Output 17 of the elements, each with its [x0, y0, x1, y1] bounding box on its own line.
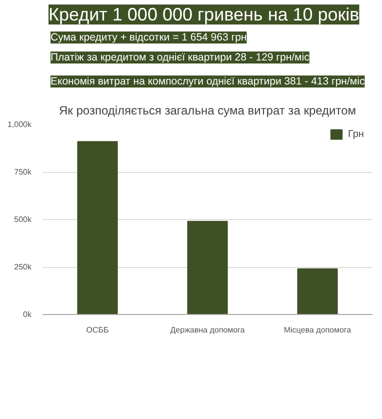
- y-tick-label: 750k: [14, 168, 32, 176]
- x-tick-label: ОСББ: [86, 326, 109, 334]
- text: Економія витрат на компослуги однієї квартири 381 - 413 грн/міс: [50, 76, 365, 88]
- chart-subtitle: Як розподіляється загальна сума витрат за кредитом: [58, 104, 356, 118]
- y-tick-label: 500k: [14, 215, 32, 224]
- legend-label: Грн: [348, 128, 365, 140]
- x-tick-label: Державна допомога: [170, 326, 246, 334]
- text: Сума кредиту + відсотки = 1 654 963 грн: [50, 32, 247, 44]
- bar: [297, 268, 338, 314]
- y-tick-label: 0k: [23, 310, 32, 319]
- x-tick-label: Місцева допомога: [284, 326, 352, 334]
- bar: [77, 141, 118, 314]
- y-tick-label: 250k: [14, 262, 32, 272]
- text: Платіж за кредитом з однієї квартири 28 - 129 грн/міс: [50, 52, 310, 64]
- y-tick-label: 1,000k: [7, 120, 32, 129]
- chart-title: Кредит 1 000 000 гривень на 10 років: [48, 4, 360, 24]
- bar: [187, 220, 228, 314]
